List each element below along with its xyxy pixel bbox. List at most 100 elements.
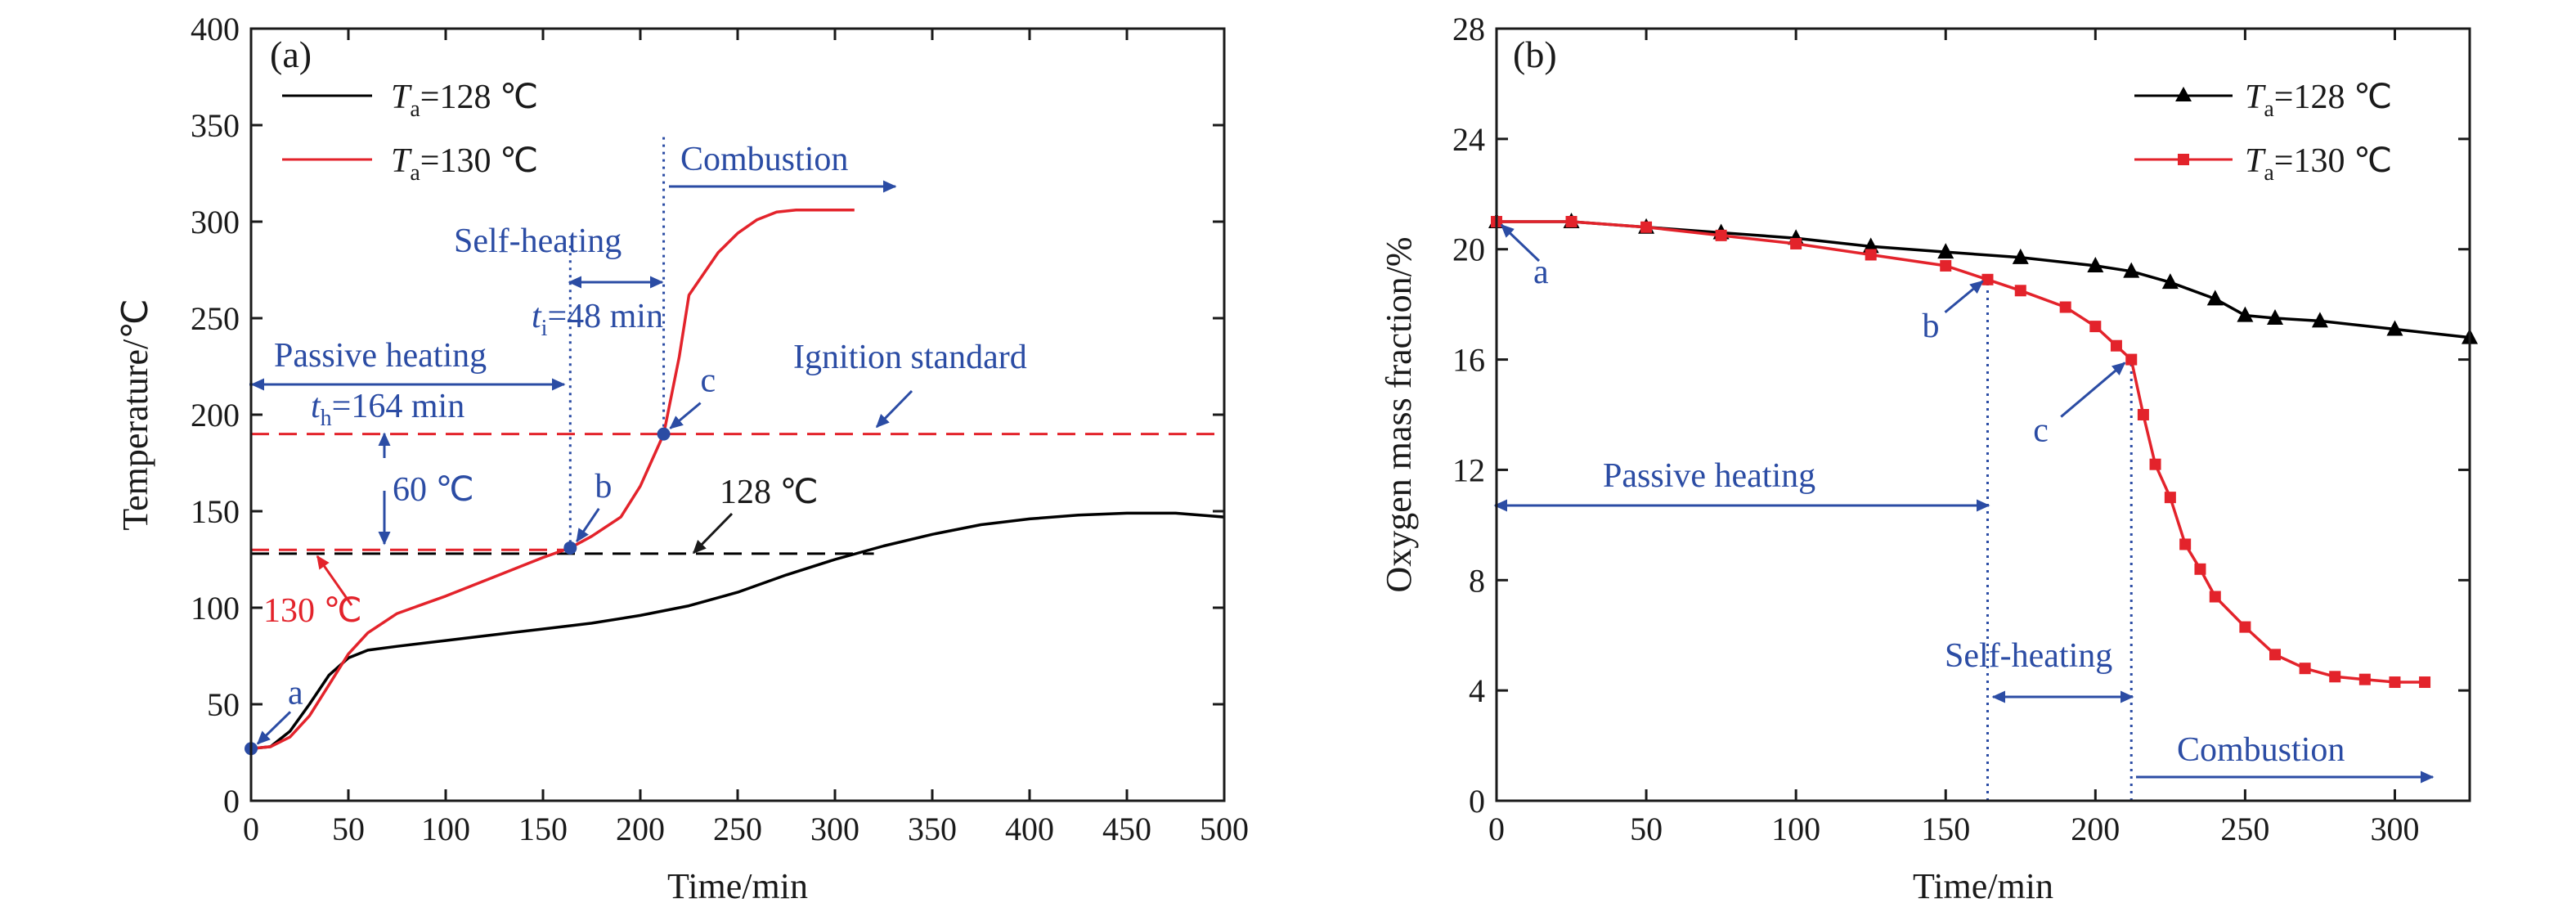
B-ytick-label: 16	[1452, 342, 1485, 379]
annotation-128: 128 ℃	[692, 474, 819, 555]
A-marker-arrow-b	[576, 508, 600, 543]
B-series-line-1	[1497, 220, 2426, 684]
legend-b-marker-128	[2175, 87, 2192, 101]
label-128: 128 ℃	[720, 474, 819, 511]
A-ytick-label: 200	[191, 397, 240, 434]
panel-b-frame	[1495, 27, 2471, 802]
A-xtick-label: 50	[332, 811, 365, 847]
A-xtick-label: 450	[1102, 811, 1151, 847]
B-ytick-label: 12	[1452, 452, 1485, 488]
B-marker-label-c: c	[2033, 412, 2049, 450]
B-data-point	[2386, 320, 2403, 336]
B-data-point	[2014, 285, 2026, 297]
B-ytick-label: 24	[1452, 121, 1485, 158]
A-xtick-label: 250	[713, 811, 762, 847]
B-data-point	[1937, 243, 1954, 259]
panel-a-label: (a)	[270, 34, 312, 75]
B-ytick-label: 4	[1469, 672, 1485, 709]
ti-label: ti=48 min	[532, 298, 663, 341]
B-data-point	[2239, 621, 2251, 633]
B-data-point	[2267, 309, 2283, 325]
B-xtick-label: 300	[2370, 811, 2419, 847]
A-xtick-label: 400	[1005, 811, 1054, 847]
panel-b-ylabel: Oxygen mass fraction/%	[1379, 237, 1419, 593]
legend-a-label-130: Ta=130 ℃	[391, 142, 538, 186]
annotation-combustion-a: Combustion	[669, 141, 897, 193]
A-marker-label-a: a	[288, 674, 303, 712]
B-data-point	[2089, 321, 2102, 333]
legend-a: Ta=128 ℃ Ta=130 ℃	[282, 79, 538, 186]
B-data-point	[2149, 458, 2161, 470]
B-data-point	[2358, 673, 2371, 685]
B-data-point	[2110, 339, 2122, 352]
legend-b-marker-130	[2178, 154, 2189, 165]
panel-b: (b) 0 50 100 150 200 250 300 0 4 8 12 16 20 24 28 Pass…	[1379, 11, 2478, 906]
A-series-line-0	[250, 511, 1225, 751]
B-data-point	[2194, 563, 2206, 575]
passive-heating-label-b: Passive heating	[1603, 457, 1815, 495]
B-data-point	[2123, 262, 2140, 278]
B-data-point	[1981, 273, 1994, 285]
panel-a-frame	[249, 27, 1226, 802]
annotation-delta-60: 60 ℃	[378, 432, 474, 546]
panel-a-ylabel: Temperature/℃	[115, 299, 155, 530]
B-xtick-label: 150	[1921, 811, 1970, 847]
B-xtick-label: 100	[1771, 811, 1820, 847]
B-data-point	[2419, 676, 2431, 689]
panel-a-xlabel: Time/min	[667, 866, 808, 906]
legend-a-label-128: Ta=128 ℃	[391, 79, 538, 122]
annotation-self-heating: Self-heating ti=48 min	[454, 222, 664, 341]
B-data-point	[1715, 229, 1727, 241]
A-ytick-label: 0	[223, 783, 240, 820]
legend-b-label-128: Ta=128 ℃	[2245, 79, 2392, 122]
B-data-point	[1865, 249, 1877, 261]
B-data-point	[2087, 256, 2104, 272]
B-marker-arrow-b	[1944, 280, 1984, 313]
A-xtick-label: 0	[243, 811, 259, 847]
combustion-label-b: Combustion	[2177, 731, 2345, 769]
delta-60-label: 60 ℃	[393, 471, 474, 509]
A-marker-arrow-c	[669, 402, 702, 429]
B-ytick-label: 8	[1469, 562, 1485, 599]
A-marker-label-c: c	[701, 362, 716, 400]
B-data-point	[2179, 538, 2192, 550]
B-xtick-label: 250	[2220, 811, 2269, 847]
A-ytick-label: 50	[207, 686, 240, 723]
legend-b: Ta=128 ℃ Ta=130 ℃	[2134, 79, 2392, 186]
B-data-point	[2059, 301, 2071, 313]
B-data-point	[1565, 216, 1577, 227]
B-data-point	[2125, 353, 2138, 366]
B-data-point	[2329, 671, 2341, 683]
annotation-self-heating-b: Self-heating	[1945, 637, 2134, 703]
A-xtick-label: 500	[1200, 811, 1249, 847]
B-data-point	[2012, 248, 2029, 264]
B-data-point	[2137, 409, 2149, 420]
B-xtick-label: 200	[2071, 811, 2120, 847]
B-data-point	[2206, 290, 2224, 306]
B-ytick-label: 28	[1452, 11, 1485, 47]
A-ytick-label: 350	[191, 107, 240, 144]
annotation-combustion-b: Combustion	[2136, 731, 2435, 784]
A-marker-arrow-a	[256, 711, 292, 745]
B-marker-label-b: b	[1922, 308, 1939, 345]
panel-a: (a) 0 50 100 150 200 250 300 350 400 450 500 0 50 100…	[115, 11, 1249, 906]
B-data-point	[2164, 492, 2176, 504]
B-ytick-label: 20	[1452, 231, 1485, 268]
B-marker-arrow-c	[2060, 362, 2126, 418]
B-data-point	[2161, 273, 2179, 290]
B-data-point	[2269, 649, 2281, 661]
A-xtick-label: 150	[518, 811, 568, 847]
B-xtick-label: 50	[1630, 811, 1663, 847]
panel-b-label: (b)	[1513, 34, 1557, 75]
ignition-standard-label: Ignition standard	[793, 339, 1027, 376]
B-data-point	[1640, 221, 1653, 233]
A-xtick-label: 200	[616, 811, 665, 847]
A-xtick-label: 300	[810, 811, 859, 847]
self-heating-label-a: Self-heating	[454, 222, 622, 260]
legend-b-label-130: Ta=130 ℃	[2245, 142, 2392, 186]
A-marker-point-b	[563, 541, 577, 555]
annotation-passive-heating: Passive heating th=164 min	[249, 337, 566, 431]
B-marker-label-a: a	[1533, 254, 1549, 291]
A-marker-label-b: b	[595, 468, 612, 505]
